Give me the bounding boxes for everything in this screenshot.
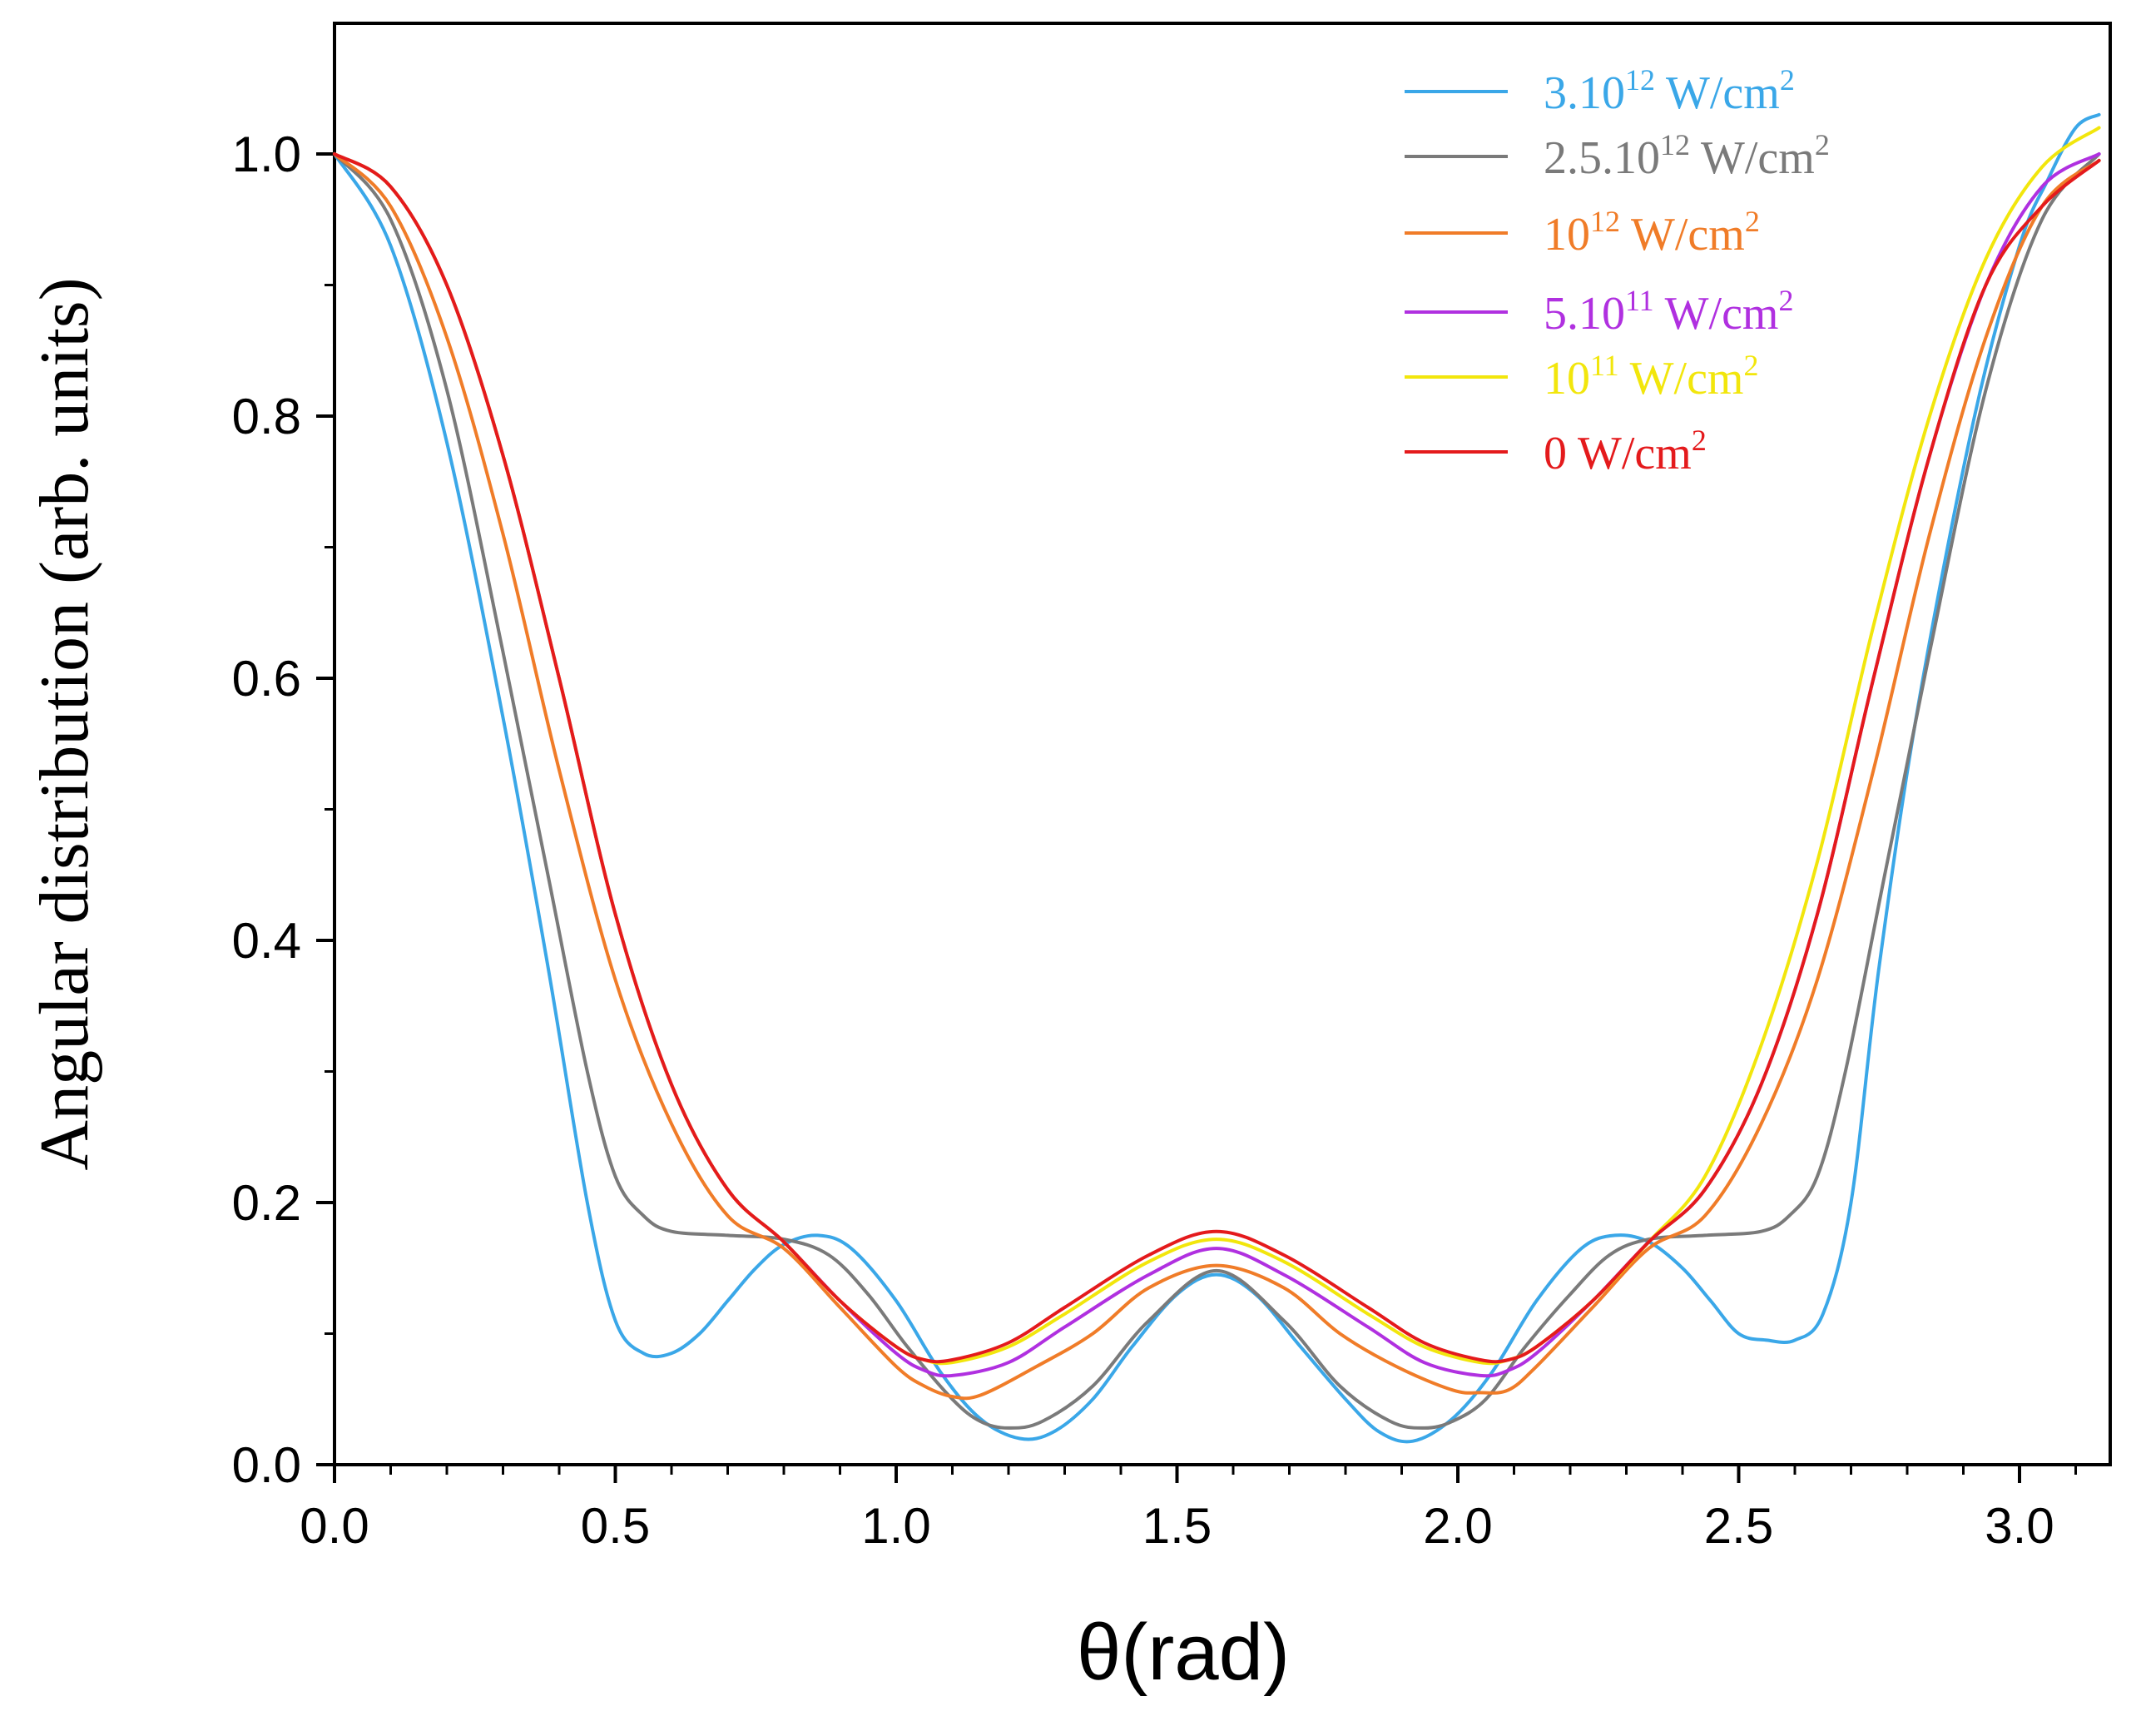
- x-axis: 0.0 0.5 1.0 1.5 2.0 2.5 3.0: [300, 1465, 2077, 1554]
- x-tick-label: 1.5: [1142, 1498, 1212, 1554]
- x-tick-label: 0.5: [581, 1498, 650, 1554]
- legend: 3.1012 W/cm2 2.5.1012 W/cm2 1012 W/cm2 5.10…: [1405, 63, 1830, 479]
- y-axis: 0.0 0.2 0.4 0.6 0.8 1.0: [232, 126, 335, 1493]
- x-tick-label: 2.0: [1423, 1498, 1492, 1554]
- legend-label: 0 W/cm2: [1544, 424, 1707, 479]
- y-tick-label: 0.8: [232, 389, 301, 444]
- series-line-6: [333, 152, 2101, 1364]
- x-tick-label: 1.0: [861, 1498, 930, 1554]
- y-tick-label: 0.4: [232, 913, 301, 969]
- x-tick-label: 3.0: [1985, 1498, 2054, 1554]
- series-line-3: [333, 152, 2101, 1401]
- legend-label: 1012 W/cm2: [1544, 205, 1760, 260]
- series-lines: [333, 112, 2101, 1444]
- y-tick-label: 0.6: [232, 651, 301, 707]
- legend-label: 2.5.1012 W/cm2: [1544, 128, 1830, 184]
- y-tick-label: 1.0: [232, 126, 301, 182]
- y-axis-title: Angular distribution (arb. units): [26, 277, 103, 1170]
- plot-frame: [333, 22, 2112, 1466]
- legend-label: 3.1012 W/cm2: [1544, 63, 1795, 119]
- series-line-1: [333, 112, 2101, 1444]
- legend-label: 5.1011 W/cm2: [1544, 284, 1794, 340]
- y-tick-label: 0.0: [232, 1437, 301, 1493]
- series-line-4: [333, 152, 2101, 1378]
- x-tick-label: 2.5: [1704, 1498, 1773, 1554]
- series-line-2: [333, 152, 2101, 1430]
- x-tick-label: 0.0: [300, 1498, 369, 1554]
- y-tick-label: 0.2: [232, 1175, 301, 1231]
- x-axis-title: θ(rad): [1077, 1608, 1290, 1697]
- series-line-5: [333, 126, 2101, 1366]
- legend-label: 1011 W/cm2: [1544, 349, 1759, 404]
